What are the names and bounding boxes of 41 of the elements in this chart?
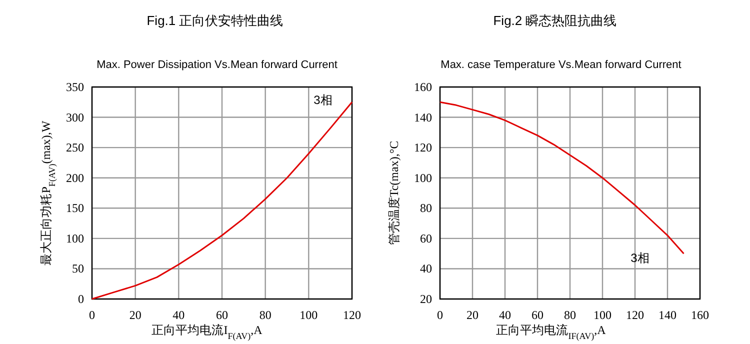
chart-title: Fig.2 瞬态热阻抗曲线 (493, 13, 617, 28)
x-tick-label: 20 (466, 308, 478, 322)
chart-title: Fig.1 正向伏安特性曲线 (146, 13, 284, 28)
y-tick-label: 80 (420, 201, 432, 216)
x-tick-label: 60 (532, 308, 544, 322)
y-tick-label: 50 (72, 262, 84, 276)
x-tick-label: 80 (564, 308, 576, 322)
x-tick-label: 120 (626, 308, 644, 322)
y-tick-label: 20 (420, 292, 432, 306)
x-tick-label: 0 (89, 308, 95, 322)
x-tick-label: 120 (343, 308, 361, 322)
annotation: 3相 (314, 93, 332, 107)
x-axis-title: 正向平均电流I$_{F(AV)}$,A (152, 323, 263, 341)
chart-subtitle: Max. Power Dissipation Vs.Mean forward Current (96, 59, 338, 71)
y-tick-label: 250 (66, 140, 84, 155)
y-tick-label: 40 (420, 262, 432, 276)
x-tick-label: 40 (172, 308, 185, 322)
x-tick-label: 160 (691, 308, 709, 322)
y-tick-label: 120 (414, 140, 432, 155)
x-tick-label: 100 (300, 308, 318, 322)
x-axis-title: 正向平均电流$_{IF(AV)}$,A (496, 323, 606, 341)
y-tick-label: 300 (66, 110, 84, 124)
y-tick-label: 160 (414, 80, 432, 94)
y-axis-title: 管壳温度Tc(max),°C (387, 140, 401, 246)
y-tick-label: 100 (414, 170, 432, 185)
x-tick-label: 140 (658, 308, 676, 322)
y-tick-label: 140 (414, 110, 432, 124)
y-tick-label: 350 (66, 80, 84, 94)
y-tick-label: 150 (66, 201, 84, 216)
x-tick-label: 80 (259, 308, 272, 322)
y-tick-label: 0 (78, 292, 84, 306)
y-tick-label: 60 (420, 231, 432, 246)
x-tick-label: 0 (437, 308, 443, 322)
y-tick-label: 100 (66, 231, 84, 246)
x-tick-label: 60 (216, 308, 228, 322)
y-tick-label: 200 (66, 170, 84, 185)
x-tick-label: 40 (499, 308, 511, 322)
annotation: 3相 (630, 251, 650, 265)
x-tick-label: 20 (129, 308, 142, 322)
x-tick-label: 100 (594, 308, 612, 322)
chart-subtitle: Max. case Temperature Vs.Mean forward Current (440, 59, 682, 71)
